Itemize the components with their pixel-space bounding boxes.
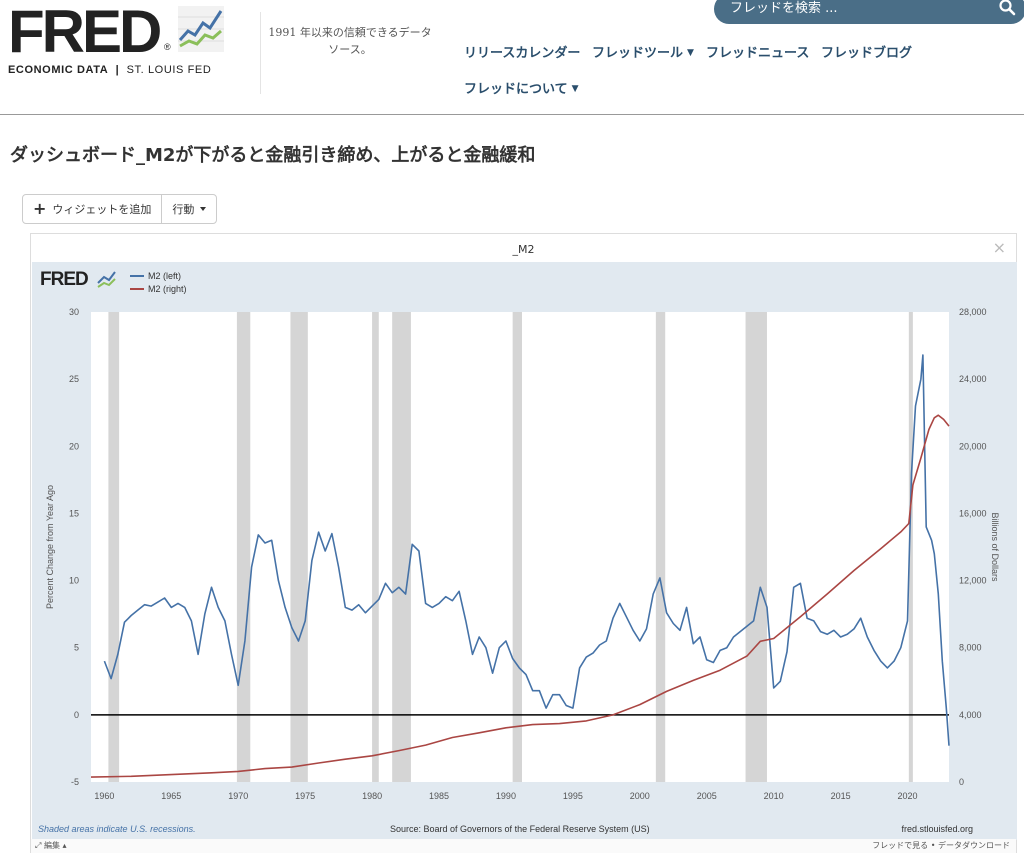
series-line-m2-left — [103, 354, 950, 746]
recession-band — [236, 312, 251, 782]
search-icon[interactable] — [998, 0, 1016, 16]
chevron-down-icon: ▼ — [571, 84, 579, 94]
chart-area: -5 0 5 10 15 20 25 30 0 4,000 8,000 12,000 16,000 20,… — [32, 262, 1017, 840]
recession-band — [290, 312, 308, 782]
close-icon[interactable]: × — [992, 238, 1006, 257]
recession-band — [745, 312, 767, 782]
right-tick-label: 12,000 — [959, 576, 987, 586]
dashboard-toolbar: + ウィジェットを追加 行動 — [22, 194, 218, 224]
x-tick-label: 1970 — [228, 791, 248, 801]
x-tick-label: 1990 — [496, 791, 516, 801]
add-widget-button[interactable]: + ウィジェットを追加 — [33, 199, 152, 218]
x-tick-label: 2015 — [831, 791, 851, 801]
right-tick-label: 20,000 — [959, 441, 987, 451]
action-dropdown-button[interactable]: 行動 — [161, 195, 216, 223]
x-tick-label: 2000 — [630, 791, 650, 801]
nav-fred-news[interactable]: フレッドニュース — [706, 46, 810, 61]
x-tick-label: 1980 — [362, 791, 382, 801]
x-tick-label: 1960 — [94, 791, 114, 801]
search-input[interactable] — [730, 0, 990, 20]
m2-chart: -5 0 5 10 15 20 25 30 0 4,000 8,000 12,000 16,000 20,… — [38, 269, 1000, 834]
series-line-m2-right — [90, 414, 950, 778]
x-tick-label: 1965 — [161, 791, 181, 801]
fred-logo[interactable]: FRED ® ECONOMIC DATA | ST. LOUIS FED — [8, 0, 248, 84]
left-axis-label: Percent Change from Year Ago — [45, 485, 55, 609]
widget-footer: ⤢ 編集 ▴ フレッドで見る • データダウンロード — [31, 839, 1016, 853]
page-title: ダッシュボード_M2が下がると金融引き締め、上がると金融緩和 — [10, 145, 536, 166]
x-tick-label: 1995 — [563, 791, 583, 801]
right-tick-label: 4,000 — [959, 710, 982, 720]
header-divider — [260, 12, 261, 94]
left-tick-label: 10 — [69, 576, 79, 586]
recession-band — [392, 312, 411, 782]
site-note: fred.stlouisfed.org — [901, 824, 973, 834]
chart-fred-logo: FRED — [40, 269, 88, 290]
left-tick-label: 0 — [74, 710, 79, 720]
left-tick-label: 20 — [69, 441, 79, 451]
footer-links[interactable]: フレッドで見る • データダウンロード — [872, 841, 1010, 850]
source-note: Source: Board of Governors of the Federa… — [390, 824, 650, 834]
nav-about-fred[interactable]: フレッドについて ▼ — [464, 82, 579, 97]
recession-band — [108, 312, 120, 782]
logo-subtitle: ECONOMIC DATA | ST. LOUIS FED — [8, 64, 212, 76]
right-tick-label: 28,000 — [959, 307, 987, 317]
logo-graph-icon — [178, 6, 224, 52]
logo-wordmark: FRED — [8, 0, 162, 65]
right-tick-label: 8,000 — [959, 643, 982, 653]
recession-band — [908, 312, 913, 782]
left-tick-label: 15 — [69, 508, 79, 518]
plus-icon: + — [33, 199, 47, 218]
edit-link[interactable]: ⤢ 編集 ▴ — [35, 841, 67, 850]
chevron-down-icon: ▼ — [687, 48, 694, 58]
recession-band — [655, 312, 666, 782]
caret-down-icon — [200, 207, 207, 211]
chart-logo-graph-icon — [97, 271, 116, 288]
left-tick-label: -5 — [71, 777, 79, 787]
nav-release-calendar[interactable]: リリースカレンダー — [464, 46, 581, 61]
search-bar[interactable] — [714, 0, 1024, 24]
legend-entry: M2 (left) — [148, 271, 181, 281]
recession-band — [512, 312, 523, 782]
legend-entry: M2 (right) — [148, 284, 187, 294]
x-tick-label: 2020 — [897, 791, 917, 801]
recession-note: Shaded areas indicate U.S. recessions. — [38, 824, 196, 834]
logo-line — [97, 271, 116, 284]
right-axis-label: Billions of Dollars — [990, 512, 1000, 582]
left-tick-label: 30 — [69, 307, 79, 317]
left-tick-label: 5 — [74, 643, 79, 653]
chart-widget: _M2 × -5 0 5 10 15 20 25 30 0 4,000 8,000 12,000 16,… — [30, 233, 1017, 853]
site-header: FRED ® ECONOMIC DATA | ST. LOUIS FED 199… — [0, 0, 1024, 115]
widget-title: _M2 — [512, 243, 535, 256]
x-tick-label: 2005 — [697, 791, 717, 801]
nav-fred-tools[interactable]: フレッドツール ▼ — [592, 46, 694, 61]
x-tick-label: 1975 — [295, 791, 315, 801]
tagline: 1991 年以来の信頼できるデータ ソース。 — [268, 26, 432, 56]
right-tick-label: 0 — [959, 777, 964, 787]
x-tick-label: 1985 — [429, 791, 449, 801]
x-tick-label: 2010 — [764, 791, 784, 801]
recession-band — [372, 312, 379, 782]
logo-registered-mark: ® — [164, 42, 171, 52]
logo-line — [97, 278, 116, 288]
right-tick-label: 24,000 — [959, 374, 987, 384]
left-tick-label: 25 — [69, 374, 79, 384]
right-tick-label: 16,000 — [959, 508, 987, 518]
nav-fred-blog[interactable]: フレッドブログ — [821, 46, 913, 61]
